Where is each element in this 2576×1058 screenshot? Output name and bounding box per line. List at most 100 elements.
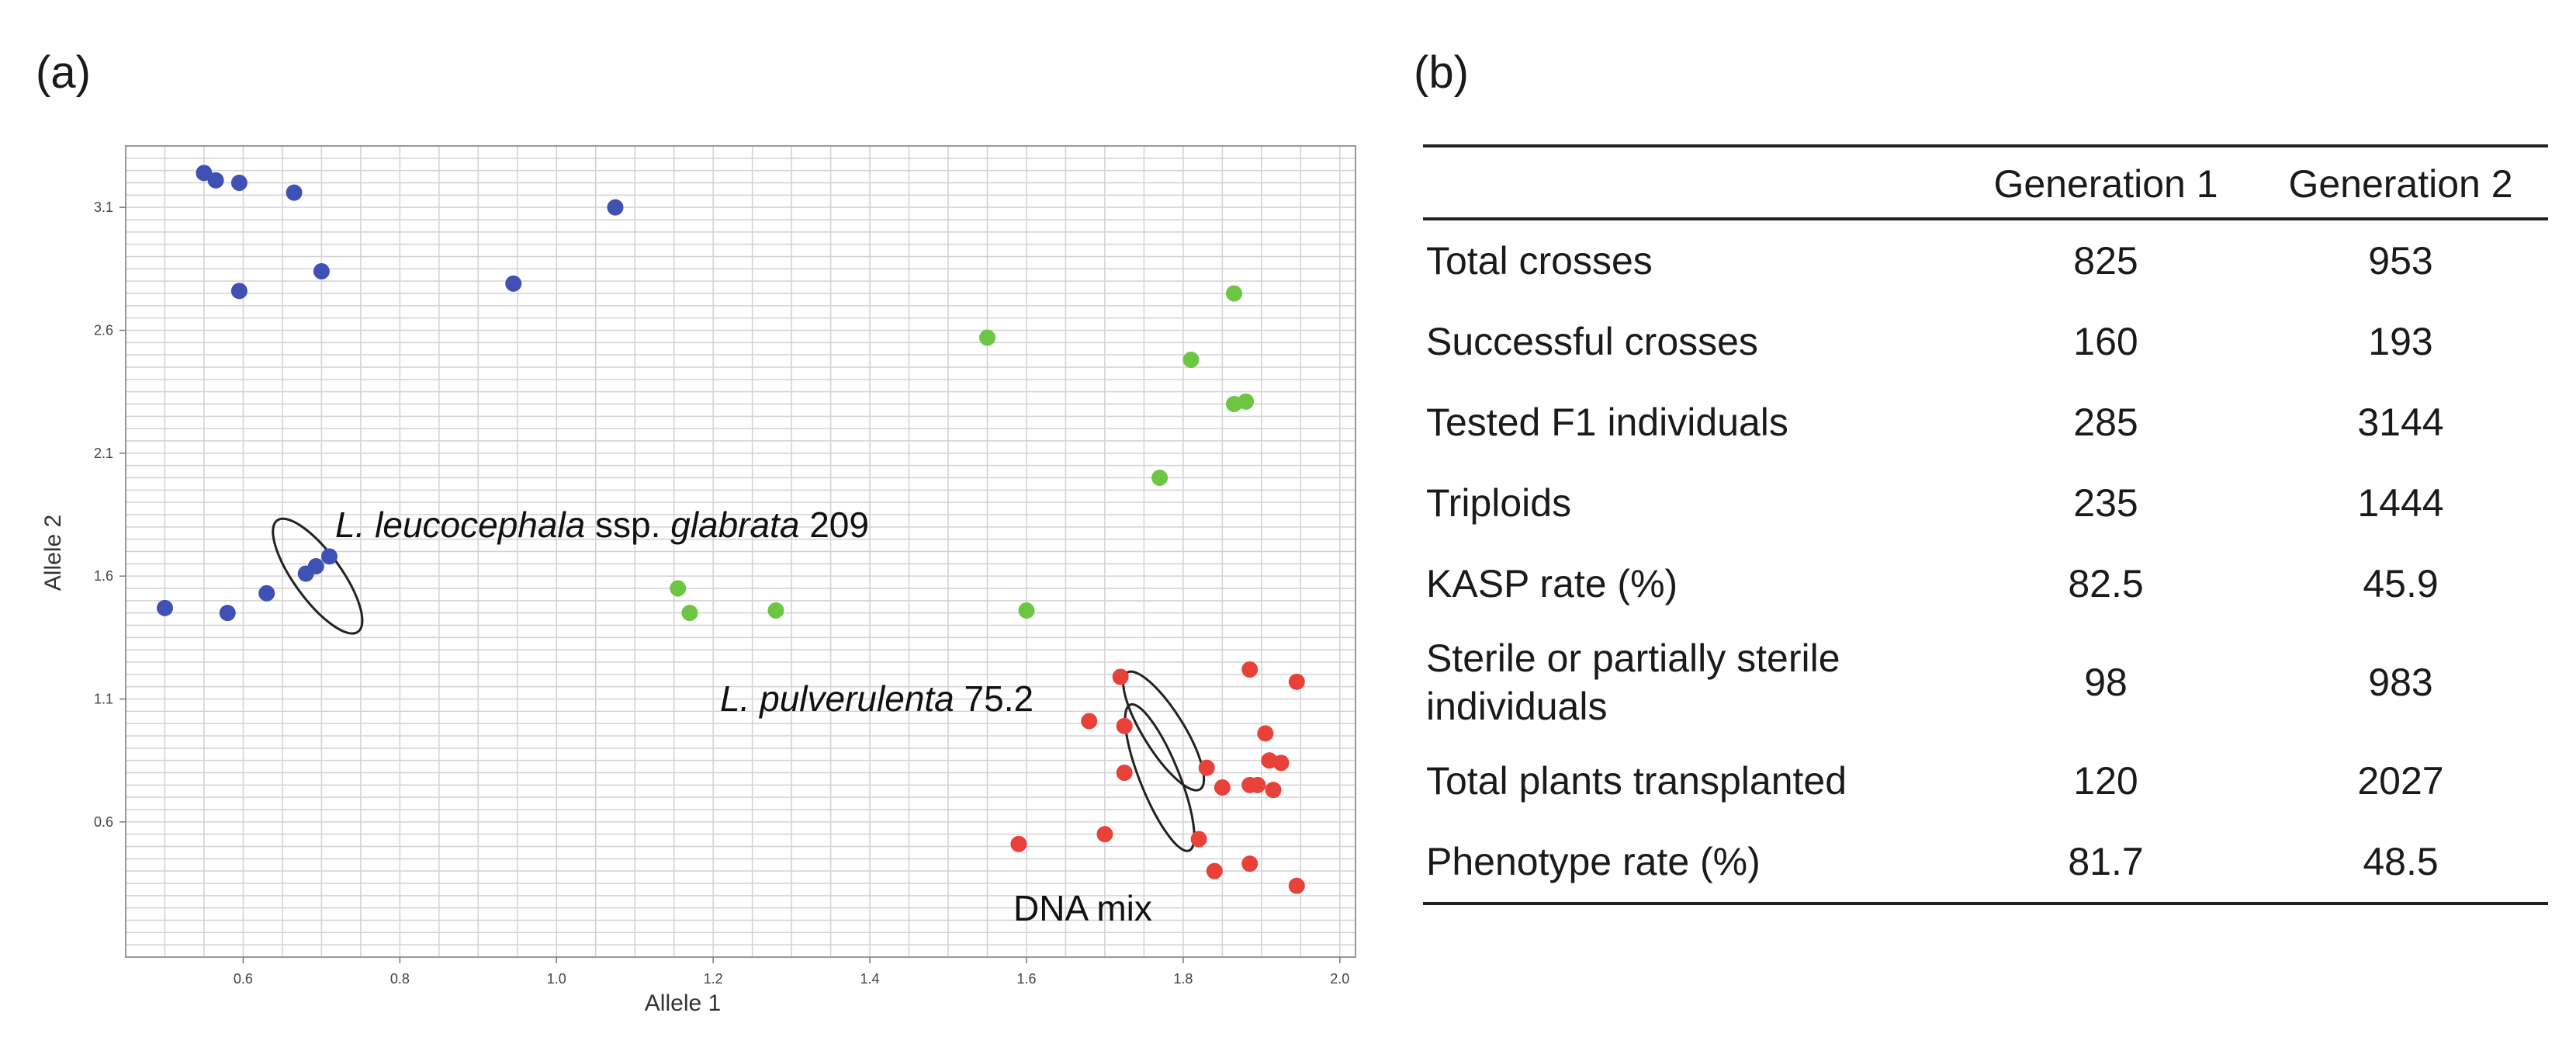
data-point bbox=[979, 329, 996, 346]
x-axis-label: Allele 1 bbox=[645, 990, 721, 1016]
row-label: Sterile or partially sterile individuals bbox=[1426, 637, 1840, 728]
data-point bbox=[230, 175, 248, 191]
data-point bbox=[313, 263, 330, 279]
generation-1-value: 81.7 bbox=[2068, 840, 2144, 883]
table-row: Total crosses 825 953 bbox=[1423, 219, 2548, 301]
plot-frame bbox=[125, 145, 1356, 958]
y-tick-label: 0.6 bbox=[94, 814, 113, 830]
table-header-row: Generation 1 Generation 2 bbox=[1423, 146, 2548, 219]
data-point bbox=[1241, 661, 1259, 678]
row-label: Total plants transplanted bbox=[1426, 759, 1847, 803]
generation-2-value: 193 bbox=[2368, 320, 2433, 363]
data-point bbox=[297, 565, 314, 582]
table-row: Triploids 235 1444 bbox=[1423, 463, 2548, 543]
y-tick-label: 1.1 bbox=[94, 692, 113, 707]
x-tick-label: 1.8 bbox=[1173, 971, 1193, 987]
data-point bbox=[1081, 713, 1098, 730]
data-point bbox=[258, 585, 275, 602]
chart-grid bbox=[126, 145, 1356, 957]
table-row: Tested F1 individuals 285 3144 bbox=[1423, 382, 2548, 463]
data-point bbox=[207, 172, 224, 189]
annotation-glabrata-ssp: ssp. bbox=[585, 505, 670, 545]
table-row: KASP rate (%) 82.5 45.9 bbox=[1423, 543, 2548, 624]
generation-1-value: 285 bbox=[2073, 401, 2138, 444]
row-label: Triploids bbox=[1426, 481, 1572, 525]
y-tick-label: 2.1 bbox=[94, 446, 113, 461]
row-label: Tested F1 individuals bbox=[1426, 401, 1788, 444]
data-point bbox=[1182, 352, 1200, 368]
annotation-glabrata-subspecies: glabrata bbox=[670, 505, 799, 545]
data-point bbox=[1249, 776, 1266, 793]
generation-2-value: 983 bbox=[2368, 661, 2433, 704]
generation-2-value: 1444 bbox=[2357, 481, 2444, 525]
generation-1-value: 825 bbox=[2073, 239, 2138, 283]
axis-ticks: 0.6 0.8 1.0 1.2 1.4 1.6 1.8 2.0 0.6 1.1 1.6 2.1 2.6 3… bbox=[94, 199, 1349, 987]
annotation-pulverulenta-species: L. pulverulenta bbox=[720, 678, 954, 719]
generation-1-value: 235 bbox=[2073, 481, 2138, 525]
annotation-glabrata: L. leucocephala ssp. glabrata 209 bbox=[335, 505, 869, 545]
panel-a-label: (a) bbox=[36, 47, 91, 98]
data-point bbox=[681, 605, 698, 622]
data-point bbox=[156, 599, 173, 616]
table-row: Phenotype rate (%) 81.7 48.5 bbox=[1423, 821, 2548, 904]
data-point bbox=[1272, 754, 1290, 772]
scatter-chart: 0.6 0.8 1.0 1.2 1.4 1.6 1.8 2.0 0.6 1.1 1.6 2.1 2.6 3… bbox=[40, 145, 1356, 1016]
data-point bbox=[1288, 877, 1305, 894]
x-tick-label: 0.8 bbox=[390, 971, 410, 987]
generation-1-value: 98 bbox=[2084, 661, 2128, 704]
x-tick-label: 2.0 bbox=[1330, 971, 1349, 987]
ellipse-dna-mix bbox=[1124, 702, 1196, 852]
generation-2-value: 2027 bbox=[2357, 759, 2444, 803]
annotation-glabrata-species: L. leucocephala bbox=[335, 505, 585, 545]
generation-1-value: 82.5 bbox=[2068, 562, 2144, 605]
row-label: KASP rate (%) bbox=[1426, 562, 1678, 605]
x-tick-label: 1.0 bbox=[547, 971, 566, 987]
data-point bbox=[1010, 835, 1027, 852]
y-tick-label: 3.1 bbox=[94, 199, 113, 215]
generation-1-value: 120 bbox=[2073, 759, 2138, 803]
annotation-glabrata-value: 209 bbox=[799, 505, 869, 545]
generation-2-value: 953 bbox=[2368, 239, 2433, 283]
data-point bbox=[1116, 717, 1133, 734]
annotation-pulverulenta: L. pulverulenta 75.2 bbox=[720, 678, 1034, 719]
table-row: Total plants transplanted 120 2027 bbox=[1423, 741, 2548, 821]
x-tick-label: 1.4 bbox=[860, 971, 880, 987]
data-point bbox=[1257, 725, 1274, 742]
x-tick-label: 1.2 bbox=[704, 971, 723, 987]
data-point bbox=[1116, 765, 1133, 781]
data-point bbox=[1096, 826, 1113, 843]
y-axis-label: Allele 2 bbox=[40, 515, 66, 591]
table-header-blank bbox=[1423, 146, 1958, 219]
row-label: Phenotype rate (%) bbox=[1426, 840, 1761, 883]
generation-2-value: 45.9 bbox=[2363, 562, 2439, 605]
data-point bbox=[1226, 285, 1243, 302]
generation-2-value: 48.5 bbox=[2363, 840, 2439, 883]
data-point bbox=[320, 548, 338, 565]
data-point bbox=[230, 283, 248, 300]
data-point bbox=[1206, 862, 1223, 879]
data-point bbox=[670, 580, 687, 597]
row-label: Successful crosses bbox=[1426, 320, 1758, 363]
row-label: Total crosses bbox=[1426, 239, 1653, 283]
generation-1-value: 160 bbox=[2073, 320, 2138, 363]
data-point bbox=[505, 275, 522, 292]
ellipse-glabrata bbox=[272, 517, 364, 635]
data-point bbox=[1151, 470, 1169, 486]
x-tick-label: 1.6 bbox=[1016, 971, 1036, 987]
data-point bbox=[767, 602, 784, 619]
panel-b-label: (b) bbox=[1414, 47, 1469, 98]
data-point bbox=[1288, 673, 1305, 690]
annotation-pulverulenta-value: 75.2 bbox=[954, 678, 1034, 719]
data-point bbox=[1198, 759, 1215, 776]
data-point bbox=[286, 184, 303, 201]
table-row: Sterile or partially sterile individuals… bbox=[1423, 624, 2548, 741]
generation-2-value: 3144 bbox=[2357, 401, 2444, 444]
table-row: Successful crosses 160 193 bbox=[1423, 301, 2548, 382]
annotation-dna-mix: DNA mix bbox=[1013, 888, 1152, 928]
data-points bbox=[156, 165, 1305, 894]
y-tick-label: 2.6 bbox=[94, 323, 113, 338]
data-point bbox=[1190, 831, 1207, 848]
y-tick-label: 1.6 bbox=[94, 568, 113, 584]
crossing-summary-table: Generation 1 Generation 2 Total crosses … bbox=[1423, 144, 2548, 905]
table-header-generation-2: Generation 2 bbox=[2288, 162, 2513, 206]
